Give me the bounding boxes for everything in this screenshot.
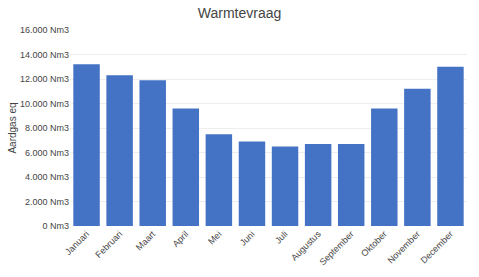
svg-text:December: December [419,229,455,265]
svg-text:12.000 Nm3: 12.000 Nm3 [20,74,69,84]
svg-text:0 Nm3: 0 Nm3 [42,221,69,231]
svg-text:Mei: Mei [206,229,223,246]
svg-text:Warmtevraag: Warmtevraag [198,5,282,21]
svg-text:Februari: Februari [93,229,124,260]
svg-text:Augustus: Augustus [289,229,323,263]
svg-text:Juni: Juni [238,229,257,248]
svg-text:2.000 Nm3: 2.000 Nm3 [25,197,69,207]
svg-text:Oktober: Oktober [359,229,389,259]
svg-text:November: November [386,229,422,265]
svg-text:10.000 Nm3: 10.000 Nm3 [20,99,69,109]
svg-text:16.000 Nm3: 16.000 Nm3 [20,25,69,35]
svg-text:September: September [318,229,356,267]
svg-text:Aardgas eq: Aardgas eq [7,102,18,153]
svg-text:8.000 Nm3: 8.000 Nm3 [25,123,69,133]
svg-text:Maart: Maart [134,229,158,253]
svg-text:4.000 Nm3: 4.000 Nm3 [25,172,69,182]
svg-text:6.000 Nm3: 6.000 Nm3 [25,148,69,158]
svg-text:April: April [171,229,191,249]
svg-text:Juli: Juli [273,229,290,246]
svg-text:14.000 Nm3: 14.000 Nm3 [20,50,69,60]
svg-text:Januari: Januari [63,229,91,257]
